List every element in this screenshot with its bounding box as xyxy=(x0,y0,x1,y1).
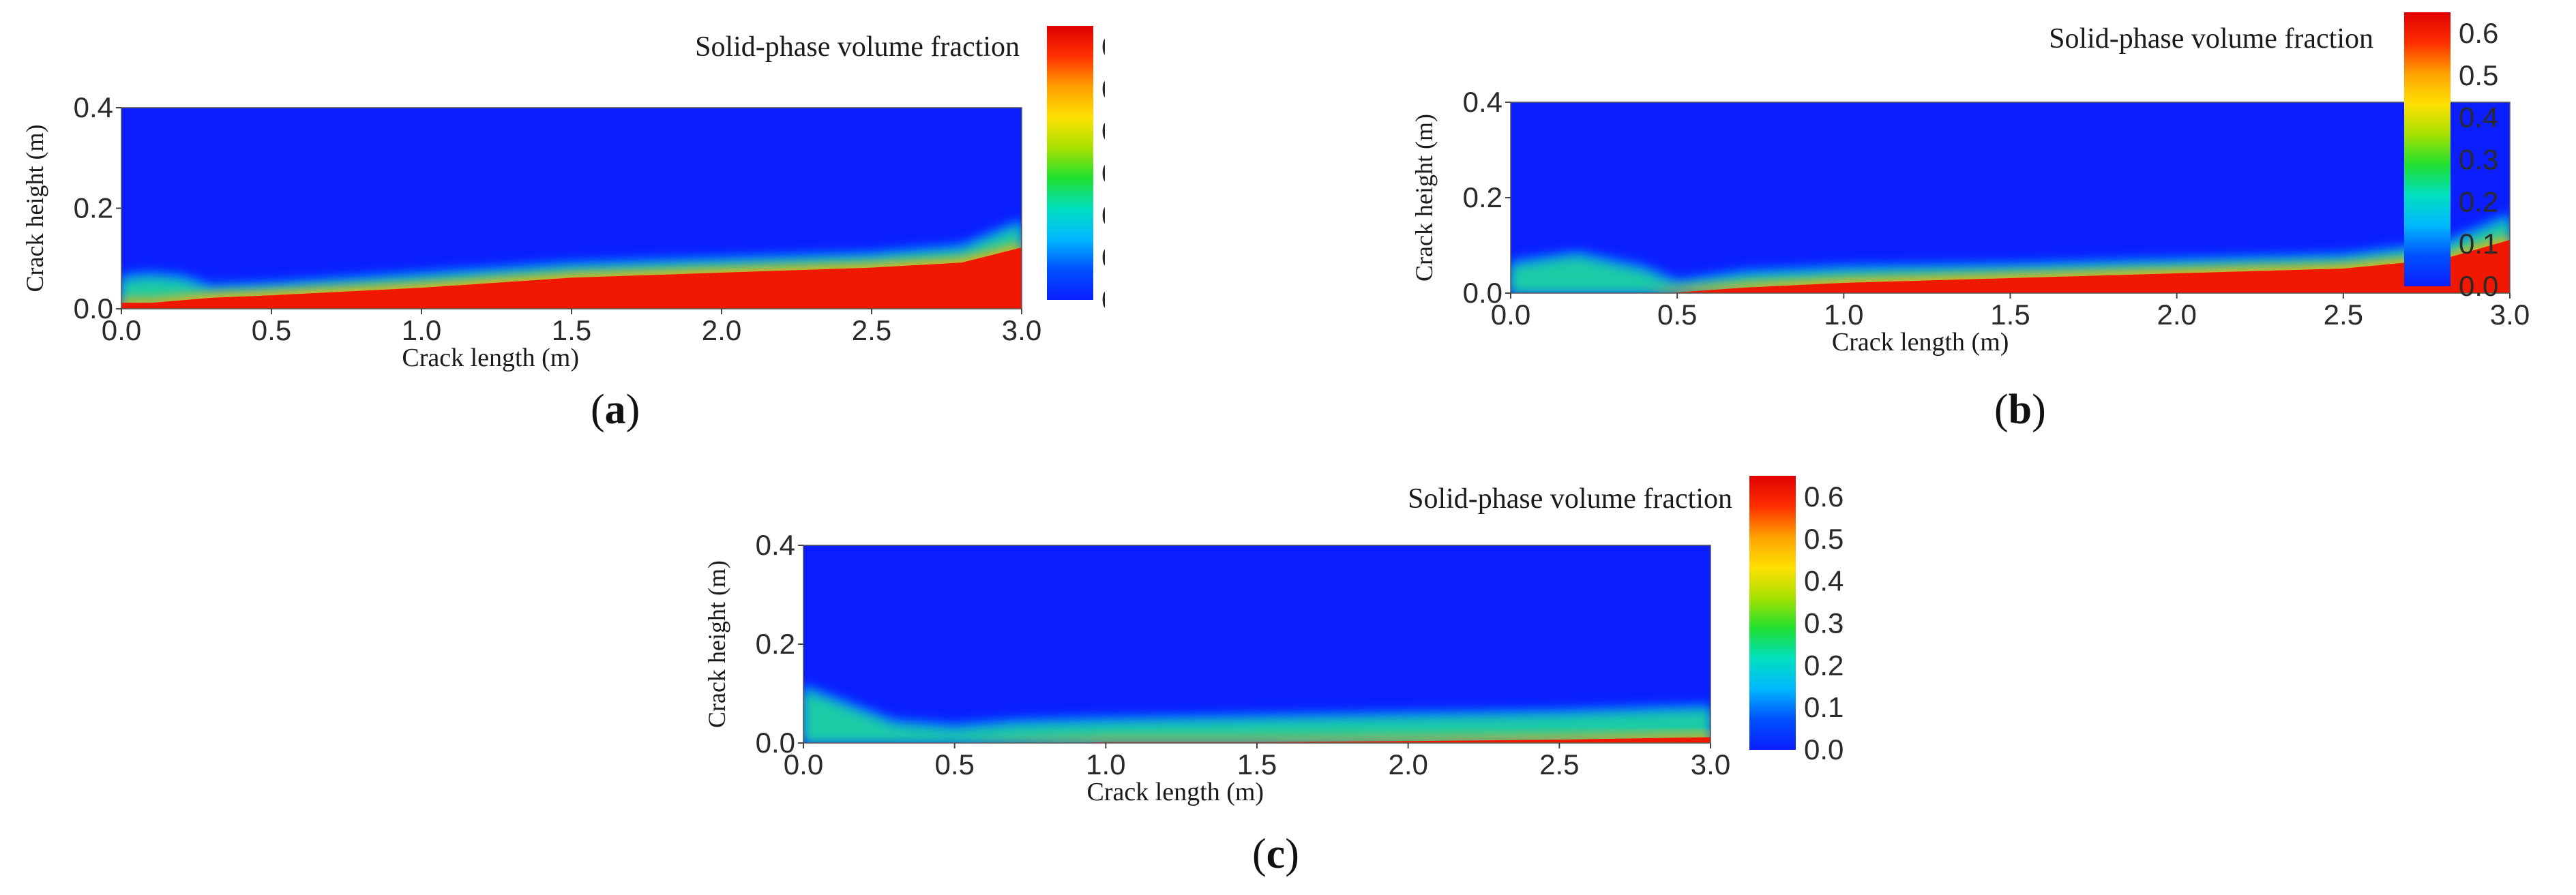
x-tick-label: 0.5 xyxy=(934,748,974,780)
sand-bed xyxy=(1511,240,2510,293)
y-axis-label: Crack height (m) xyxy=(703,560,730,728)
colorbar-tick-label: 0.6 xyxy=(1804,481,1844,513)
x-tick-label: 2.5 xyxy=(852,314,891,346)
y-tick-label: 0.0 xyxy=(756,727,795,759)
colorbar-tick-label: 0.5 xyxy=(2459,59,2498,91)
colorbar-tick-label: 0.2 xyxy=(2459,185,2498,217)
x-tick-label: 1.5 xyxy=(1990,299,2030,331)
x-tick-label: 2.0 xyxy=(702,314,741,346)
heatmap-chart-a: 0.0 0.5 1.0 1.5 2.0 2.5 3.0 0.0 0.2 0.4 Crack leng… xyxy=(21,26,1105,372)
sand-bed xyxy=(121,247,1022,309)
chart-title: Solid-phase volume fraction xyxy=(2049,23,2373,55)
x-axis-label: Crack length (m) xyxy=(1087,778,1264,806)
colorbar-tick-label: 0.0 xyxy=(1804,733,1844,765)
colorbar-tick-label: 0.5 xyxy=(1804,523,1844,555)
x-tick-label: 3.0 xyxy=(2490,299,2530,331)
concentration-field xyxy=(803,684,1711,743)
y-axis-label: Crack height (m) xyxy=(1410,114,1438,282)
caption-c: (c) xyxy=(1252,831,1299,877)
sand-bed xyxy=(803,737,1711,743)
x-tick-label: 0.5 xyxy=(252,314,291,346)
panel-b: 0.0 0.5 1.0 1.5 2.0 2.5 3.0 0.0 0.2 0.4 Crack leng… xyxy=(1388,0,2576,477)
colorbar-tick-label: 0.1 xyxy=(1101,241,1105,273)
panel-a: 0.0 0.5 1.0 1.5 2.0 2.5 3.0 0.0 0.2 0.4 Crack leng… xyxy=(0,0,1105,477)
colorbar-tick-label: 0.4 xyxy=(1804,565,1844,597)
chart-title: Solid-phase volume fraction xyxy=(1408,483,1732,515)
colorbar-tick-label: 0.6 xyxy=(2459,17,2498,49)
x-tick-label: 3.0 xyxy=(1002,314,1041,346)
x-tick-label: 0.5 xyxy=(1657,299,1697,331)
x-tick-label: 1.0 xyxy=(1824,299,1863,331)
y-tick-label: 0.4 xyxy=(756,529,795,561)
x-tick-label: 1.5 xyxy=(552,314,591,346)
colorbar-tick-label: 0.4 xyxy=(2459,102,2498,134)
y-tick-label: 0.4 xyxy=(74,91,113,123)
colorbar-tick-label: 0.2 xyxy=(1804,649,1844,681)
colorbar-tick-label: 0.1 xyxy=(1804,691,1844,723)
colorbar-tick-label: 0.3 xyxy=(2459,143,2498,175)
x-tick-label: 2.5 xyxy=(1539,748,1579,780)
x-tick-label: 1.5 xyxy=(1237,748,1277,780)
y-tick-label: 0.2 xyxy=(756,628,795,660)
chart-title: Solid-phase volume fraction xyxy=(695,31,1020,63)
x-tick-label: 0.0 xyxy=(1491,299,1530,331)
y-tick-label: 0.4 xyxy=(1463,86,1502,118)
x-tick-label: 0.0 xyxy=(784,748,823,780)
x-tick-label: 2.0 xyxy=(1388,748,1427,780)
colorbar-tick-label: 0.4 xyxy=(1101,115,1105,147)
heatmap-chart-c: 0.0 0.5 1.0 1.5 2.0 2.5 3.0 0.0 0.2 0.4 Crack leng… xyxy=(703,476,1844,806)
y-tick-label: 0.0 xyxy=(74,292,113,324)
x-tick-label: 2.0 xyxy=(2157,299,2196,331)
y-tick-label: 0.0 xyxy=(1463,277,1502,309)
x-tick-label: 3.0 xyxy=(1691,748,1730,780)
y-tick-label: 0.2 xyxy=(1463,181,1502,213)
colorbar xyxy=(2404,12,2451,286)
colorbar xyxy=(1047,26,1093,300)
x-axis-label: Crack length (m) xyxy=(1832,328,2009,357)
colorbar xyxy=(1749,476,1796,750)
caption-b: (b) xyxy=(1994,386,2046,433)
colorbar-tick-label: 0.3 xyxy=(1804,607,1844,639)
colorbar-tick-label: 0.2 xyxy=(1101,199,1105,231)
colorbar-tick-label: 0.3 xyxy=(1101,157,1105,189)
interface-layer xyxy=(803,691,1711,743)
concentration-field xyxy=(1511,212,2510,293)
colorbar-tick-label: 0.6 xyxy=(1101,31,1105,63)
caption-a: (a) xyxy=(591,386,640,433)
x-tick-label: 2.5 xyxy=(2324,299,2363,331)
colorbar-tick-label: 0.0 xyxy=(2459,270,2498,302)
colorbar-tick-label: 0.1 xyxy=(2459,228,2498,260)
x-tick-label: 0.0 xyxy=(102,314,141,346)
concentration-field xyxy=(121,218,1022,309)
colorbar-tick-label: 0.5 xyxy=(1101,73,1105,105)
x-tick-label: 1.0 xyxy=(1086,748,1125,780)
y-tick-label: 0.2 xyxy=(74,192,113,224)
panel-c: 0.0 0.5 1.0 1.5 2.0 2.5 3.0 0.0 0.2 0.4 Crack leng… xyxy=(685,450,1845,832)
colorbar-tick-label: 0.0 xyxy=(1101,284,1105,316)
y-axis-label: Crack height (m) xyxy=(21,125,48,292)
x-tick-label: 1.0 xyxy=(402,314,441,346)
x-axis-label: Crack length (m) xyxy=(402,344,579,372)
